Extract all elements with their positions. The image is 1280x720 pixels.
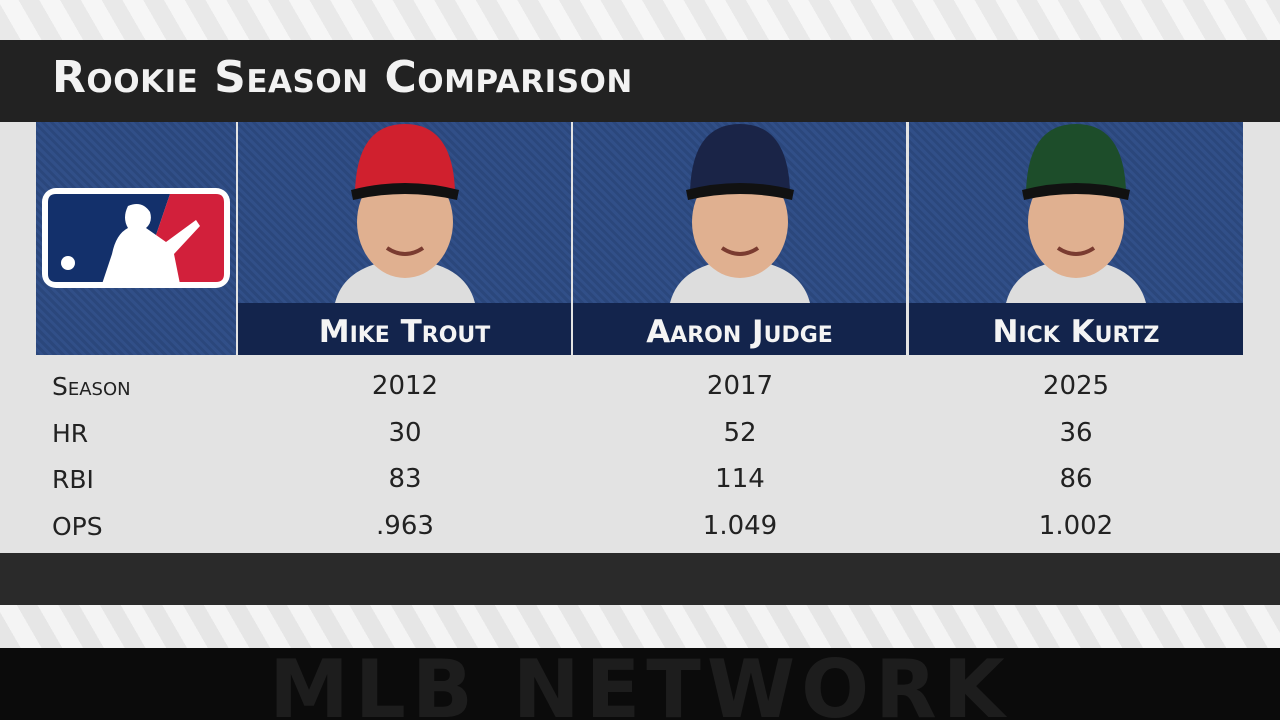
stat-label: RBI <box>52 465 94 494</box>
stat-value: 2025 <box>1042 371 1110 401</box>
stat-value: 1.049 <box>702 510 778 541</box>
stat-value: .963 <box>376 510 434 541</box>
player-photo <box>334 124 475 303</box>
bottom-bar <box>0 553 1280 605</box>
stat-row: RBI 83 114 86 <box>0 461 1280 507</box>
stat-label: Season <box>52 372 131 401</box>
title: Rookie Season Comparison <box>52 52 633 103</box>
stat-value: 52 <box>723 417 757 448</box>
footer <box>0 648 1280 720</box>
watermark: MLB NETWORK <box>269 648 1011 720</box>
stat-value: 36 <box>1059 417 1093 448</box>
name-strip <box>909 303 1243 355</box>
player-photo <box>669 124 810 303</box>
player-name: Nick Kurtz <box>992 314 1160 350</box>
title-bar <box>0 40 1280 122</box>
stat-label: OPS <box>52 511 103 541</box>
stat-value: 1.002 <box>1038 510 1114 541</box>
stat-row: HR 30 52 36 <box>0 415 1280 461</box>
player-name: Mike Trout <box>318 314 491 350</box>
player-photo <box>1006 124 1146 303</box>
player-name: Aaron Judge <box>646 314 833 350</box>
mlb-logo <box>42 188 230 288</box>
stat-value: 83 <box>388 464 422 494</box>
background-strip <box>0 605 1280 648</box>
stat-value: 2017 <box>706 371 774 401</box>
name-strip <box>238 303 571 355</box>
background-strip <box>0 0 1280 40</box>
stat-row: OPS .963 1.049 1.002 <box>0 508 1280 554</box>
stat-value: 114 <box>715 464 765 494</box>
name-strip <box>573 303 906 355</box>
stat-label: HR <box>52 418 89 448</box>
stat-row: Season 2012 2017 2025 <box>0 368 1280 414</box>
stat-value: 86 <box>1059 464 1093 494</box>
stat-value: 30 <box>388 417 422 448</box>
stat-value: 2012 <box>371 371 439 401</box>
